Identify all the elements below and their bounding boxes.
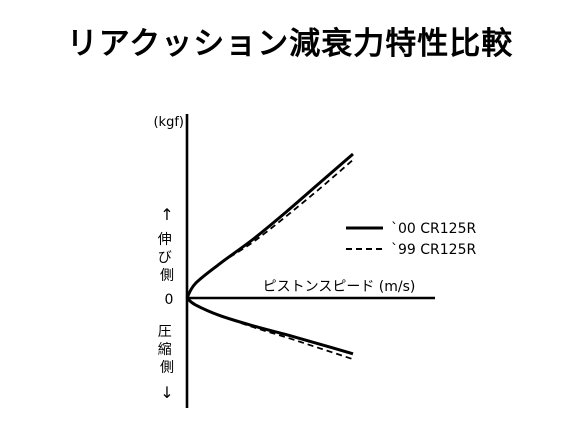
chart-title: リアクッション減衰力特性比較 [66,26,514,62]
y-axis-label: (kgf) [153,115,184,130]
series-00-compression-line [185,296,354,356]
compression-label-char-3: 側 [160,360,174,376]
series-99-compression-line [186,297,354,361]
compression-side-label: 圧 縮 側 [158,324,176,376]
legend-label-99: `99 CR125R [391,242,476,258]
legend-label-00: `00 CR125R [391,221,476,237]
rebound-label-char-3: 側 [160,268,174,284]
compression-label-char-1: 圧 [158,324,172,340]
rebound-label-char-1: 伸 [158,232,172,248]
origin-label: 0 [165,292,174,308]
x-axis-label: ピストンスピード (m/s) [263,279,416,295]
compression-label-char-2: 縮 [158,342,172,358]
series-00-rebound-line [185,152,354,299]
rebound-side-label: 伸 び 側 [158,232,176,284]
compression-arrow: ↓ [160,383,173,402]
rebound-label-char-2: び [158,250,172,266]
series-99-rebound-line [186,159,354,299]
legend: `00 CR125R `99 CR125R [346,221,476,258]
rebound-arrow: ↑ [160,205,173,224]
